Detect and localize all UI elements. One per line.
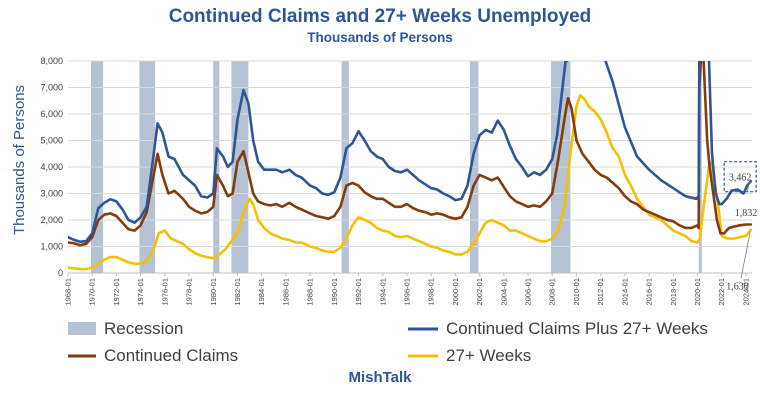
series-line-continued-claims-plus-27-weeks [68,61,569,243]
x-tick-label: 1998-01 [427,278,436,306]
annotation-combined-value: 3,462 [729,173,752,184]
x-tick-label: 2010-01 [572,278,581,306]
y-tick-label: 7,000 [40,83,63,93]
series-line-27-weeks [68,94,752,271]
y-tick-label: 5,000 [40,136,63,146]
x-tick-label: 1990-01 [330,278,339,306]
x-tick-label: 1982-01 [233,278,242,306]
annotation-weeks27-value: 1,630 [726,281,749,292]
y-axis-label: Thousands of Persons [11,85,28,235]
y-tick-label: 6,000 [40,109,63,119]
x-tick-label: 1968-01 [64,278,73,306]
y-tick-label: 8,000 [40,56,63,66]
legend-combined-label: Continued Claims Plus 27+ Weeks [446,319,708,338]
y-tick-label: 3,000 [40,189,63,199]
x-tick-label: 2006-01 [524,278,533,306]
x-tick-label: 1976-01 [160,278,169,306]
x-tick-label: 2024-01 [741,278,750,306]
annotation-combined-leader [746,179,751,192]
legend-recession-label: Recession [104,319,183,338]
annotations: 3,462 1,832 1,630 [723,161,758,292]
x-tick-label: 2022-01 [717,278,726,306]
x-tick-label: 2012-01 [596,278,605,306]
x-tick-label: 1978-01 [185,278,194,306]
x-tick-label: 2016-01 [645,278,654,306]
x-tick-label: 1970-01 [88,278,97,306]
x-tick-label: 1984-01 [257,278,266,306]
legend-recession-swatch [68,322,96,335]
brand-label: MishTalk [348,369,412,386]
chart-title: Continued Claims and 27+ Weeks Unemploye… [169,6,592,27]
x-tick-label: 1994-01 [378,278,387,306]
series-line-continued-claims-plus-27-weeks [707,61,752,206]
annotation-box-combined [723,161,757,193]
x-tick-label: 1980-01 [209,278,218,306]
x-tick-label: 2018-01 [669,278,678,306]
series-lines [68,61,752,271]
x-tick-label: 2020-01 [693,278,702,306]
y-tick-label: 0 [58,268,63,278]
axes: 0 1,000 2,000 3,000 4,000 5,000 6,000 7,000 8,00… [40,56,752,306]
series-line-continued-claims [68,61,752,247]
y-tick-label: 1,000 [40,242,63,252]
x-tick-label: 2002-01 [475,278,484,306]
x-tick-label: 2014-01 [620,278,629,306]
x-tick-label: 1972-01 [112,278,121,306]
x-tick-label: 2008-01 [548,278,557,306]
legend-continued-label: Continued Claims [104,346,238,365]
chart-subtitle: Thousands of Persons [307,30,453,45]
x-tick-label: 1992-01 [354,278,363,306]
legend-weeks27-label: 27+ Weeks [446,346,531,365]
annotation-weeks27-leader [740,231,751,279]
x-tick-label: 1988-01 [306,278,315,306]
x-tick-label: 1996-01 [402,278,411,306]
x-tick-label: 2000-01 [451,278,460,306]
x-tick-label: 1986-01 [281,278,290,306]
y-tick-label: 2,000 [40,215,63,225]
x-tick-label: 1974-01 [136,278,145,306]
annotation-continued-value: 1,832 [735,208,758,219]
series-line-continued-claims-plus-27-weeks [604,61,701,201]
grid-lines [68,60,752,274]
x-tick-label: 2004-01 [499,278,508,306]
y-tick-label: 4,000 [40,162,63,172]
